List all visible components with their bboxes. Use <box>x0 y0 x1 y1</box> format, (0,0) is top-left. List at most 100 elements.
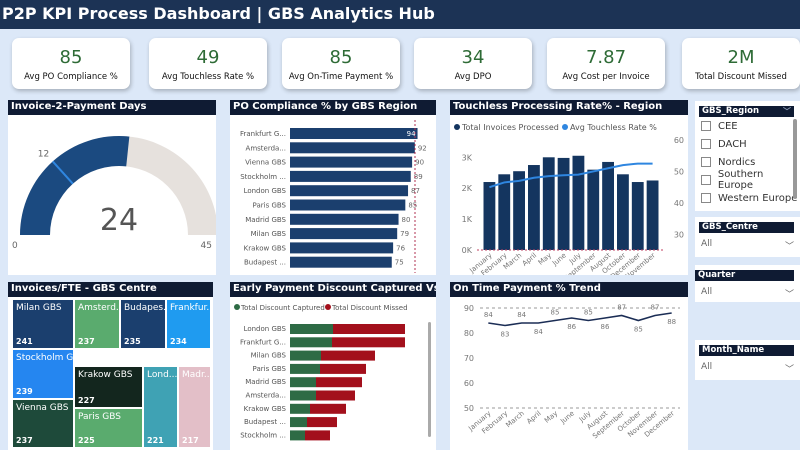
slicer-option-western-europe[interactable]: Western Europe <box>695 189 800 207</box>
tile-value: 237 <box>78 337 95 346</box>
tile-value: 221 <box>147 436 164 445</box>
tile-label: Paris GBS <box>78 412 121 422</box>
slicer-title: Quarter <box>695 270 794 281</box>
checkbox[interactable] <box>701 121 711 131</box>
x-tick-label: March <box>504 409 525 429</box>
slicer-option-cee[interactable]: CEE <box>695 117 800 135</box>
bar-missed <box>321 350 375 361</box>
gauge-max-label: 45 <box>201 241 212 251</box>
data-label: 84 <box>517 311 526 319</box>
bar <box>631 182 644 250</box>
bar-missed <box>332 337 405 348</box>
option-label: DACH <box>718 138 747 150</box>
data-label: 84 <box>534 328 543 336</box>
kpi-label: Avg Touchless Rate % <box>161 72 255 82</box>
slicer-title: Month_Name <box>699 345 794 356</box>
x-tick-label: May <box>543 409 559 424</box>
bar-captured <box>290 377 316 388</box>
month-slicer[interactable]: Month_Name All ﹀ <box>695 340 800 380</box>
bar-captured <box>290 417 307 428</box>
gbs-centre-dropdown[interactable]: All ﹀ <box>695 233 800 258</box>
bar-captured <box>290 430 305 441</box>
bar <box>528 165 540 250</box>
tile-value: 237 <box>16 436 33 445</box>
tile-label: Amsterd... <box>78 303 120 313</box>
treemap-tile[interactable]: Budapes... 235 <box>120 299 166 349</box>
treemap-tile[interactable]: Paris GBS 225 <box>74 408 143 448</box>
checkbox[interactable] <box>701 193 711 203</box>
bar-data-label: 76 <box>396 244 405 252</box>
gbs-centre-slicer[interactable]: GBS_Centre All ﹀ <box>695 217 800 257</box>
bar-category-label: Amsterda... <box>246 144 286 152</box>
dropdown-value: All <box>701 362 713 372</box>
bar <box>290 142 415 154</box>
x-tick-label: May <box>537 251 553 266</box>
chevron-down-icon: ﹀ <box>784 242 794 252</box>
checkbox[interactable] <box>701 175 711 185</box>
treemap-tile[interactable]: Amsterd... 237 <box>74 299 120 349</box>
bar <box>290 228 398 240</box>
checkbox[interactable] <box>701 139 711 149</box>
checkbox[interactable] <box>701 157 711 167</box>
y-tick-label: 3K <box>462 153 473 162</box>
legend-label: Total Discount Captured <box>240 304 325 312</box>
po-compliance-panel: PO Compliance % by GBS Region Frankfurt … <box>230 100 436 275</box>
x-tick-label: June <box>550 251 568 268</box>
tile-label: Frankfur... <box>170 303 211 313</box>
x-tick-label: June <box>558 409 576 426</box>
chevron-down-icon[interactable]: ﹀ <box>783 107 791 116</box>
on-time-chart: 506070809084January83February84March84Ap… <box>464 304 680 440</box>
slicer-title: GBS_Region ﹀ <box>699 106 794 117</box>
gauge-target-label: 12 <box>38 149 49 159</box>
bar-category-label: Paris GBS <box>253 365 287 373</box>
tile-label: Krakow GBS <box>78 370 133 380</box>
quarter-dropdown[interactable]: All ﹀ <box>695 281 800 306</box>
kpi-card-on-time-payment: 85 Avg On-Time Payment % <box>282 38 400 89</box>
quarter-slicer[interactable]: Quarter All ﹀ <box>695 265 800 302</box>
bar <box>617 174 629 250</box>
option-label: Nordics <box>718 156 756 168</box>
data-label: 84 <box>484 311 493 319</box>
treemap-tile[interactable]: Madr... 217 <box>178 366 211 448</box>
data-label: 83 <box>501 331 510 339</box>
gbs-region-slicer: GBS_Region ﹀ CEE DACH Nordics Southern Eu… <box>695 101 800 211</box>
bar-category-label: Madrid GBS <box>245 378 286 386</box>
bar-category-label: Stockholm ... <box>240 431 286 439</box>
treemap-tile[interactable]: Milan GBS 241 <box>12 299 74 349</box>
treemap-tile[interactable]: Lond... 221 <box>143 366 178 448</box>
y2-tick-label: 60 <box>674 136 684 145</box>
kpi-value: 85 <box>329 47 353 68</box>
bar-data-label: 87 <box>411 187 420 195</box>
bar <box>646 180 659 250</box>
kpi-card-po-compliance: 85 Avg PO Compliance % <box>12 38 130 89</box>
panel-title: Invoices/FTE - GBS Centre <box>8 282 213 297</box>
bar-category-label: Stockholm ... <box>240 173 286 181</box>
slicer-title-text: Quarter <box>698 270 736 280</box>
month-dropdown[interactable]: All ﹀ <box>695 356 800 381</box>
legend-label: Total Discount Missed <box>331 304 408 312</box>
kpi-card-dpo: 34 Avg DPO <box>414 38 532 89</box>
bar-data-label: 89 <box>414 173 423 181</box>
option-label: Southern Europe <box>717 169 764 191</box>
slicer-option-southern-europe[interactable]: Southern Europe <box>695 169 800 191</box>
treemap-tile[interactable]: Krakow GBS 227 <box>74 366 143 408</box>
treemap-tile[interactable]: Frankfur... 234 <box>166 299 211 349</box>
panel-title: Touchless Processing Rate% - Region <box>450 100 688 115</box>
scrollbar[interactable] <box>793 119 797 199</box>
tile-value: 227 <box>78 396 95 405</box>
data-label: 85 <box>584 309 593 317</box>
slicer-title-text: Month_Name <box>702 345 765 355</box>
slicer-option-nordics[interactable]: Nordics <box>695 153 800 171</box>
treemap-tile[interactable]: Vienna GBS 237 <box>12 399 74 448</box>
discount-chart: Total Discount Captured Total Discount Mi… <box>234 304 431 441</box>
treemap-tile[interactable]: Stockholm G... 239 <box>12 349 74 399</box>
dashboard-header: P2P KPI Process Dashboard | GBS Analytic… <box>0 0 800 29</box>
bar-category-label: Paris GBS <box>253 202 287 210</box>
kpi-value: 85 <box>59 47 83 68</box>
legend-label: Avg Touchless Rate % <box>570 123 657 132</box>
bar <box>572 155 585 250</box>
bar-missed <box>305 430 330 441</box>
gauge-chart: 24 0 45 12 <box>12 135 216 251</box>
bar-data-label: 75 <box>395 259 404 267</box>
slicer-option-dach[interactable]: DACH <box>695 135 800 153</box>
